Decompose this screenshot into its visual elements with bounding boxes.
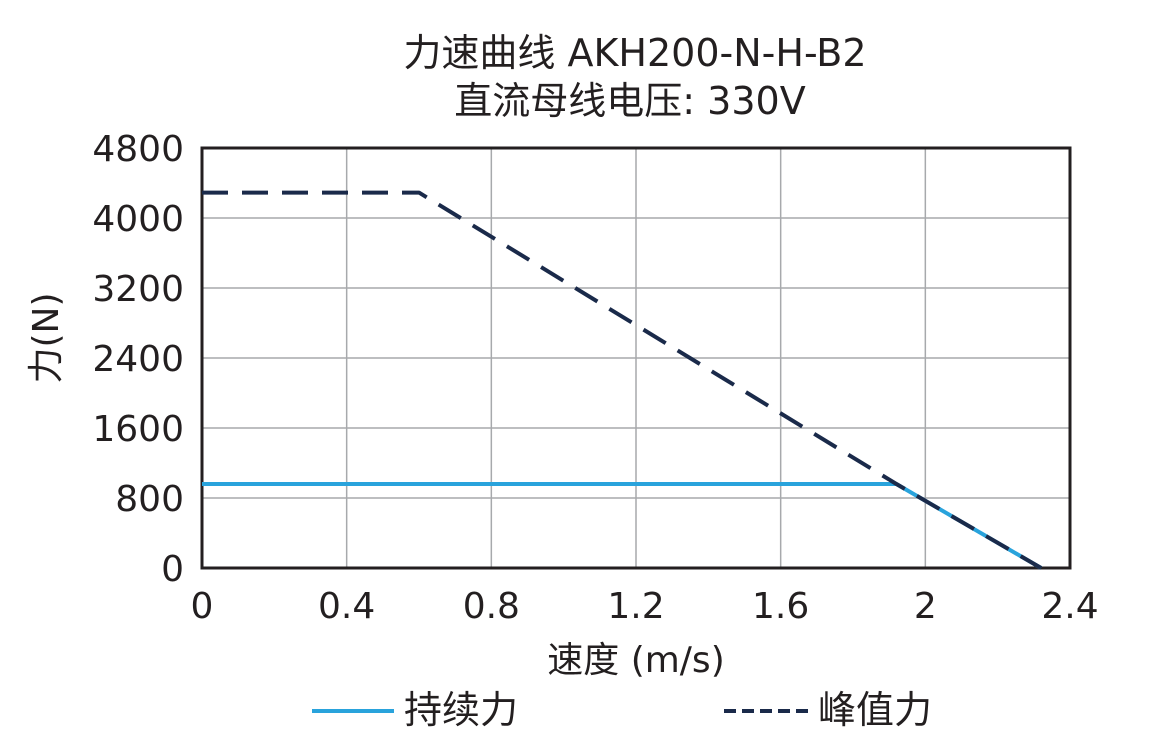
y-tick-label: 0 xyxy=(161,549,184,590)
y-tick-label: 4800 xyxy=(92,129,184,170)
y-axis-label: 力(N) xyxy=(26,292,67,383)
chart-title: 力速曲线 AKH200-N-H-B2 xyxy=(403,31,866,75)
x-tick-label: 0.8 xyxy=(463,586,520,627)
y-tick-labels: 0 800 1600 2400 3200 4000 4800 xyxy=(92,129,184,590)
grid-lines xyxy=(202,148,1070,568)
y-tick-label: 1600 xyxy=(92,409,184,450)
plot-frame xyxy=(200,146,1072,570)
legend-label-peak-force: 峰值力 xyxy=(818,688,932,732)
y-tick-label: 4000 xyxy=(92,199,184,240)
series-line-0 xyxy=(202,482,1043,570)
x-tick-label: 0.4 xyxy=(318,586,375,627)
chart-subtitle: 直流母线电压: 330V xyxy=(454,79,805,123)
y-tick-label: 800 xyxy=(115,479,184,520)
x-tick-label: 2 xyxy=(914,586,937,627)
x-tick-label: 2.4 xyxy=(1041,586,1098,627)
x-axis-label: 速度 (m/s) xyxy=(547,640,725,681)
x-tick-label: 1.2 xyxy=(607,586,664,627)
y-tick-label: 2400 xyxy=(92,339,184,380)
x-tick-label: 0 xyxy=(191,586,214,627)
series-line-1 xyxy=(202,190,1043,570)
legend-label-continuous-force: 持续力 xyxy=(404,688,518,732)
x-tick-labels: 0 0.4 0.8 1.2 1.6 2 2.4 xyxy=(191,586,1099,627)
legend: 持续力 峰值力 xyxy=(312,688,932,732)
x-tick-label: 1.6 xyxy=(752,586,809,627)
y-tick-label: 3200 xyxy=(92,269,184,310)
series-layer xyxy=(202,190,1043,570)
